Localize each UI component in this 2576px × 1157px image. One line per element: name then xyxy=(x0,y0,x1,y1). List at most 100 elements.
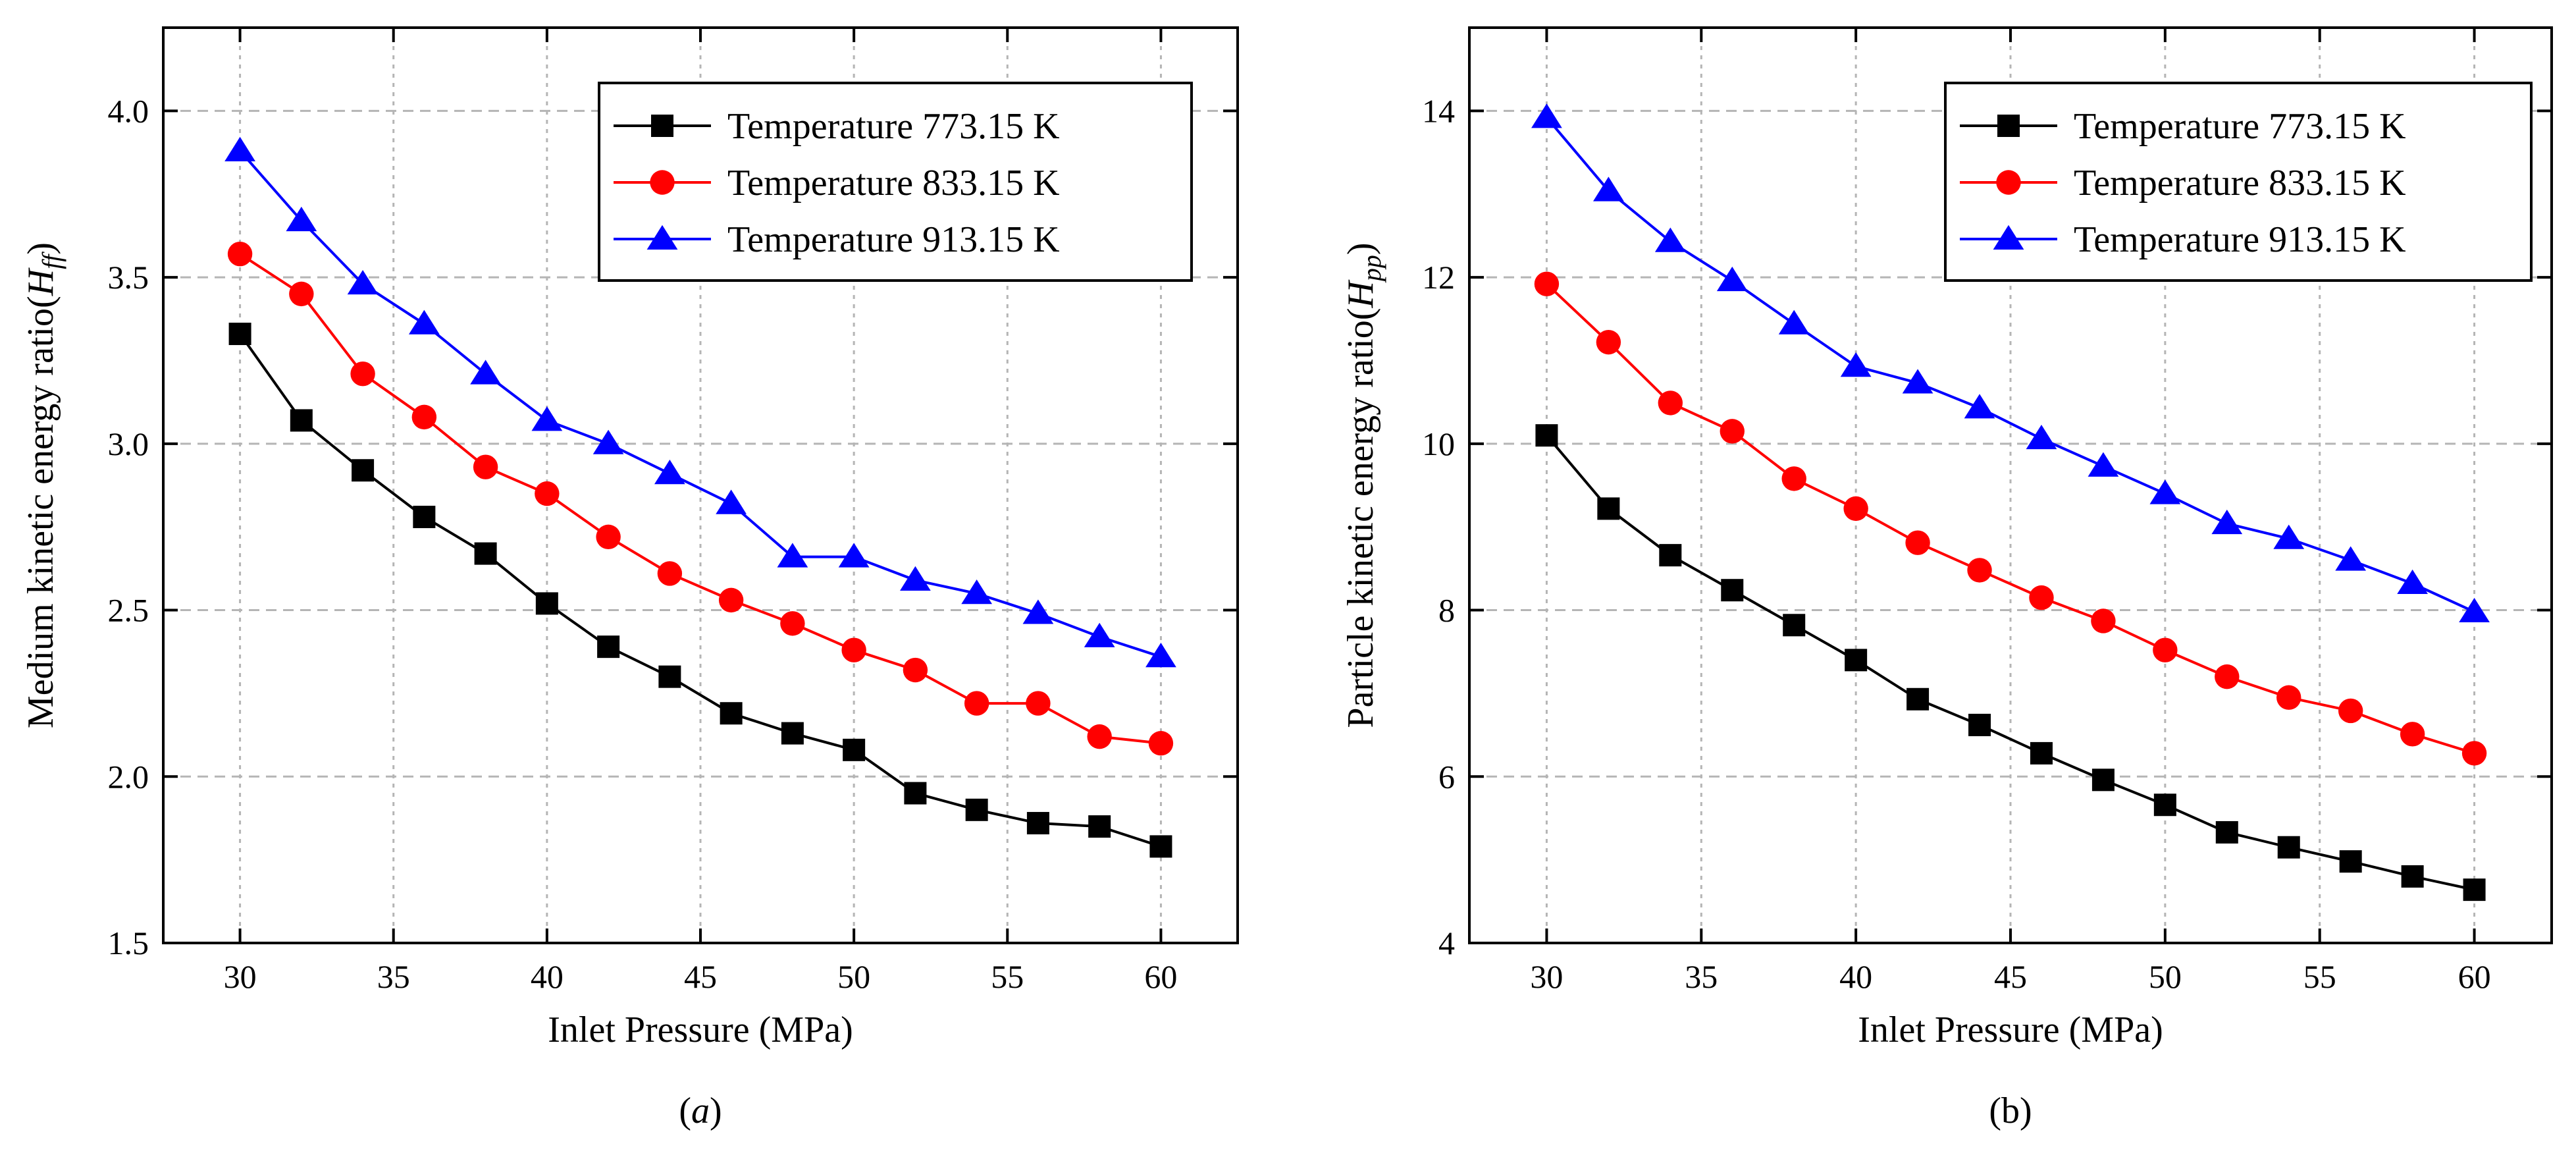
legend-label: Temperature 833.15 K xyxy=(727,163,1060,203)
data-point xyxy=(1720,419,1745,444)
data-point xyxy=(2091,768,2115,792)
data-point xyxy=(1534,271,1560,296)
y-tick-label: 4.0 xyxy=(108,92,149,129)
data-point xyxy=(1716,266,1748,292)
y-axis-title-main: Medium kinetic energy ratio( xyxy=(20,296,61,728)
data-point xyxy=(1149,835,1172,858)
data-point xyxy=(413,506,436,529)
data-point xyxy=(904,782,927,805)
x-tick-label: 55 xyxy=(991,958,1024,995)
y-tick-label: 2.0 xyxy=(108,758,149,795)
y-axis-title: Particle kinetic energy ratio(Hpp) xyxy=(1340,242,1386,728)
data-point xyxy=(2461,741,2487,766)
data-point xyxy=(2397,569,2429,595)
data-point xyxy=(350,361,375,387)
data-point xyxy=(838,543,870,568)
data-point xyxy=(1658,390,1683,416)
data-point xyxy=(2153,637,2178,662)
data-point xyxy=(286,206,317,232)
data-point xyxy=(2215,664,2240,689)
data-point xyxy=(718,587,744,613)
data-point xyxy=(1026,691,1051,716)
data-point xyxy=(597,635,620,659)
data-point xyxy=(654,460,685,485)
panel-caption: (a) xyxy=(679,1090,722,1131)
y-axis-title: Medium kinetic energy ratio(Hff) xyxy=(20,242,66,728)
x-tick-label: 60 xyxy=(1144,958,1177,995)
series-line xyxy=(1546,283,2475,755)
x-tick-label: 35 xyxy=(377,958,410,995)
data-point xyxy=(290,409,313,432)
series-3 xyxy=(224,136,1176,668)
x-tick-label: 45 xyxy=(1994,958,2027,995)
data-point xyxy=(228,323,251,346)
y-tick-label: 3.0 xyxy=(108,425,149,462)
x-tick-label: 60 xyxy=(2458,958,2491,995)
data-point xyxy=(1659,544,1682,567)
data-point xyxy=(1840,352,1872,377)
legend-marker xyxy=(1993,225,2024,250)
x-tick-label: 30 xyxy=(1530,958,1563,995)
y-axis-title-subscript: pp xyxy=(1357,255,1386,283)
series-line xyxy=(239,149,1162,659)
data-point xyxy=(2149,479,2181,504)
series-1 xyxy=(228,323,1172,858)
legend-item: Temperature 913.15 K xyxy=(614,219,1060,260)
series-3 xyxy=(1531,103,2490,623)
data-point xyxy=(2463,878,2486,901)
x-tick-label: 45 xyxy=(684,958,717,995)
x-tick-label: 50 xyxy=(837,958,870,995)
data-point xyxy=(657,561,683,586)
data-point xyxy=(658,665,681,688)
data-point xyxy=(596,524,621,550)
data-point xyxy=(1906,687,1930,711)
data-point xyxy=(1597,497,1620,520)
y-tick-label: 3.5 xyxy=(108,259,149,296)
y-axis-title-close: ) xyxy=(1340,242,1381,255)
data-point xyxy=(964,691,989,716)
data-point xyxy=(1145,643,1176,668)
legend-marker xyxy=(651,115,673,137)
series-line xyxy=(239,253,1161,745)
data-point xyxy=(780,611,805,636)
data-point xyxy=(2153,794,2176,817)
legend-marker xyxy=(1997,115,2020,137)
legend-label: Temperature 833.15 K xyxy=(2074,163,2406,203)
data-point xyxy=(408,309,440,335)
data-point xyxy=(2029,585,2054,610)
data-point xyxy=(2276,685,2301,710)
data-point xyxy=(473,454,498,479)
data-point xyxy=(1967,558,1992,583)
data-point xyxy=(1596,329,1621,355)
data-point xyxy=(2400,722,2425,747)
x-axis-title: Inlet Pressure (MPa) xyxy=(1858,1009,2163,1050)
legend-label: Temperature 913.15 K xyxy=(727,219,1060,260)
data-point xyxy=(1843,496,1868,522)
data-point xyxy=(1084,622,1115,647)
panel-caption: (b) xyxy=(1989,1090,2032,1131)
legend-item: Temperature 833.15 K xyxy=(1960,163,2406,203)
data-point xyxy=(2338,698,2363,724)
x-tick-label: 55 xyxy=(2303,958,2336,995)
data-point xyxy=(535,481,560,506)
data-point xyxy=(2339,850,2362,873)
legend-marker xyxy=(1996,170,2021,195)
y-tick-label: 1.5 xyxy=(108,925,149,961)
data-point xyxy=(1148,731,1174,756)
data-point xyxy=(2401,865,2424,888)
series-2 xyxy=(1534,271,2487,766)
data-point xyxy=(470,360,501,385)
legend-item: Temperature 833.15 K xyxy=(614,163,1060,203)
legend-marker xyxy=(650,170,675,195)
legend-label: Temperature 773.15 K xyxy=(727,106,1060,147)
series-1 xyxy=(1535,424,2486,901)
legend-label: Temperature 913.15 K xyxy=(2074,219,2406,260)
data-point xyxy=(2030,741,2053,765)
data-point xyxy=(2277,836,2300,859)
data-point xyxy=(1902,369,1933,394)
y-tick-label: 6 xyxy=(1438,758,1455,795)
y-axis-title-main: Particle kinetic energy ratio( xyxy=(1340,308,1381,728)
data-point xyxy=(1778,309,1810,335)
data-point xyxy=(1022,599,1054,624)
chart-panel-a: 30 35 40 45 50 55 60 1.5 2.0 2.5 3.0 3.5 4.0 Inlet Pr… xyxy=(20,26,1239,1131)
